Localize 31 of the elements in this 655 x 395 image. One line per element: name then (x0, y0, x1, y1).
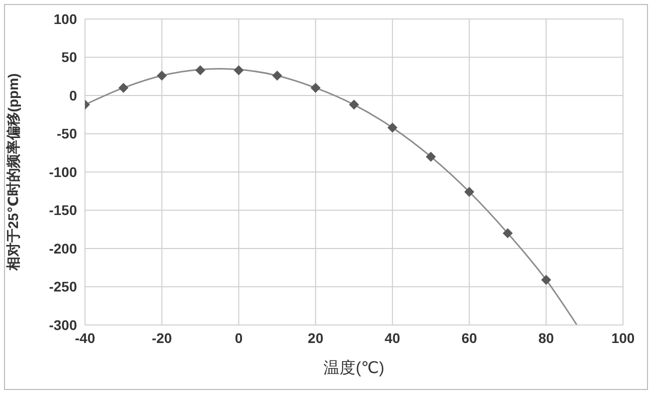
y-axis-title: 相对于25℃时的频率偏移(ppm) (4, 73, 21, 272)
x-tick-label: 40 (384, 330, 400, 346)
point (234, 65, 244, 76)
x-tick-label: 100 (611, 330, 635, 346)
point (195, 65, 206, 76)
point (426, 152, 436, 162)
x-tick-label: 80 (538, 330, 554, 346)
point (118, 82, 128, 93)
point (464, 186, 474, 197)
point (502, 228, 513, 238)
y-tick-label: -50 (56, 126, 78, 142)
x-tick-label: -40 (74, 330, 96, 346)
point (387, 122, 398, 133)
y-tick-label: 50 (61, 49, 78, 66)
y-tick-label: -100 (48, 164, 78, 180)
x-tick-label: 60 (461, 330, 478, 346)
point (272, 70, 282, 81)
y-tick-label: -250 (48, 278, 78, 295)
point (541, 274, 552, 285)
x-tick-label: 20 (308, 330, 324, 346)
x-tick-label: -20 (152, 330, 172, 346)
y-tick-label: 0 (69, 87, 78, 104)
y-tick-label: 100 (54, 10, 78, 27)
point (310, 82, 321, 93)
x-axis-title: 温度(℃) (324, 359, 384, 377)
y-tick-label: -150 (48, 202, 78, 218)
y-tick-label: -300 (48, 316, 78, 333)
point (156, 70, 167, 81)
x-tick-label: 0 (234, 330, 243, 346)
point (349, 100, 359, 110)
y-tick-label: -200 (48, 240, 78, 256)
